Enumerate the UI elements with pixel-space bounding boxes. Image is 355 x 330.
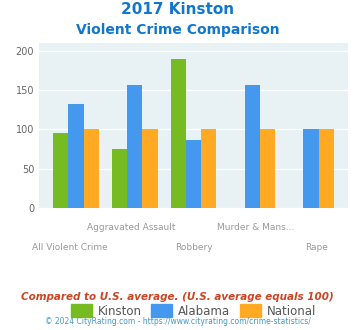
Bar [260, 129, 275, 208]
Text: 2017 Kinston: 2017 Kinston [121, 2, 234, 16]
Bar [303, 129, 318, 208]
Text: Compared to U.S. average. (U.S. average equals 100): Compared to U.S. average. (U.S. average … [21, 292, 334, 302]
Text: Robbery: Robbery [175, 243, 212, 251]
Text: Aggravated Assault: Aggravated Assault [87, 223, 176, 232]
Bar [142, 129, 158, 208]
Bar [112, 149, 127, 208]
Legend: Kinston, Alabama, National: Kinston, Alabama, National [66, 300, 321, 322]
Text: Rape: Rape [306, 243, 328, 251]
Bar [245, 84, 260, 208]
Bar [186, 140, 201, 208]
Bar [170, 59, 186, 208]
Bar [53, 133, 69, 208]
Text: All Violent Crime: All Violent Crime [32, 243, 108, 251]
Bar [69, 104, 84, 208]
Text: © 2024 CityRating.com - https://www.cityrating.com/crime-statistics/: © 2024 CityRating.com - https://www.city… [45, 317, 310, 326]
Bar [318, 129, 334, 208]
Bar [127, 84, 142, 208]
Text: Violent Crime Comparison: Violent Crime Comparison [76, 23, 279, 37]
Bar [201, 129, 217, 208]
Bar [84, 129, 99, 208]
Text: Murder & Mans...: Murder & Mans... [217, 223, 294, 232]
